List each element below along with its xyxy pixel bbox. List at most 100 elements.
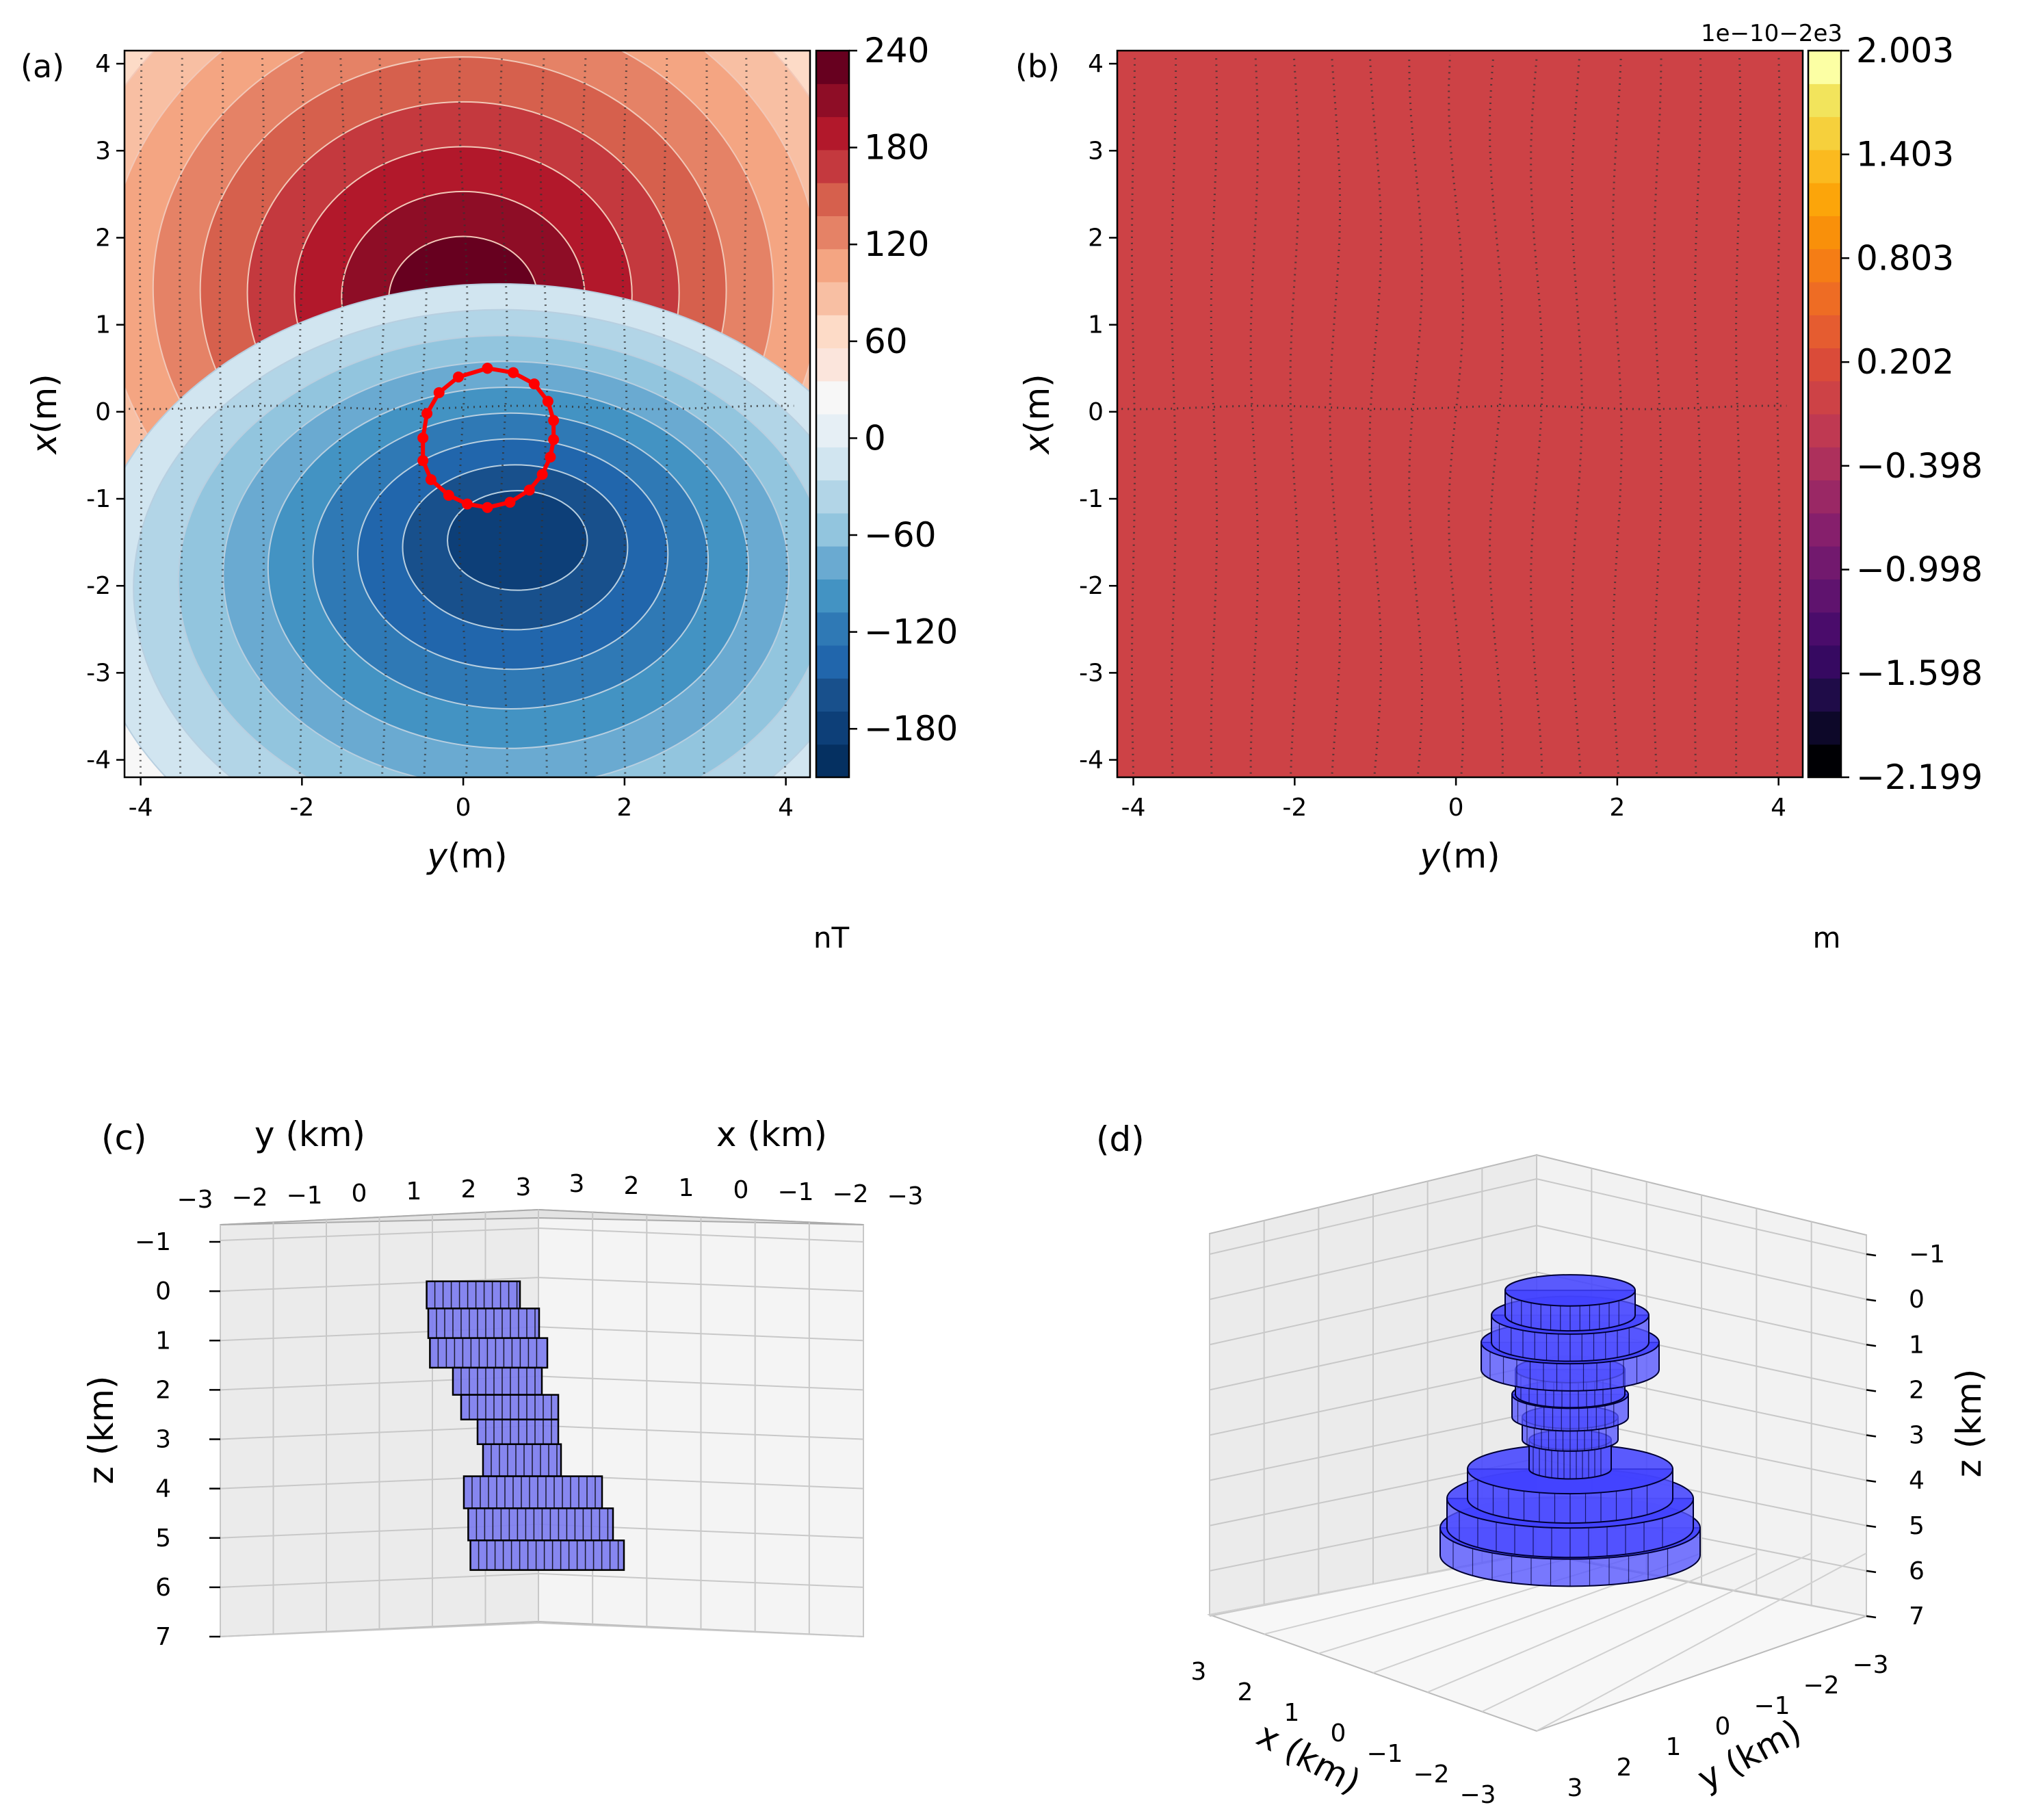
- panel-a-colorbar-band: [816, 612, 849, 646]
- panel-a-colorbar-band: [816, 281, 849, 315]
- panel-a-polygon-vertex: [433, 387, 445, 398]
- panel-c-ztick-label: 5: [155, 1524, 171, 1552]
- panel-b-ytick-label: 1: [1088, 311, 1104, 339]
- panel-a-colorbar-band: [816, 216, 849, 250]
- panel-b-ytick-label: -1: [1079, 485, 1104, 513]
- panel-a-colorbar-band: [816, 512, 849, 547]
- panel-b-grid-line-vertical: [1329, 55, 1342, 777]
- panel-b-colorbar-tick-label: 0.803: [1856, 238, 1954, 278]
- panel-b-grid-line-vertical: [1530, 55, 1543, 777]
- panel-b-colorbar-band: [1808, 711, 1841, 745]
- panel-b-x-ticks: -4 -2 0 2 4: [1121, 777, 1786, 822]
- panel-a-ytick-label: 1: [95, 311, 111, 339]
- panel-b-ytick-label: 3: [1088, 137, 1104, 165]
- panel-c-grid-line-z-left: [220, 1622, 539, 1637]
- panel-a-xlabel: y(m): [426, 836, 507, 876]
- panel-a-ytick-label: -1: [86, 485, 111, 513]
- panel-d-grid-line-floor: [1536, 1552, 1867, 1732]
- panel-a-colorbar-band: [816, 116, 849, 151]
- panel-a-polygon-vertex: [508, 367, 519, 378]
- panel-a-ytick-label: 0: [95, 398, 111, 426]
- panel-a-colorbar-band: [816, 183, 849, 216]
- panel-d-ztick-mark: [1866, 1434, 1877, 1438]
- panel-a-colorbar-band: [816, 380, 849, 415]
- panel-d-prisms: [1439, 1274, 1701, 1587]
- panel-a-ytick-label: -3: [86, 659, 111, 687]
- panel-d-ytick-label: −2: [1803, 1672, 1839, 1700]
- panel-d-ztick-mark: [1866, 1615, 1877, 1619]
- panel-a-label: (a): [21, 48, 64, 85]
- panel-b-plot-area: [1117, 51, 1803, 777]
- panel-c-ztick-label: 6: [155, 1574, 171, 1602]
- panel-b-colorbar-band: [1808, 281, 1841, 315]
- panel-b-colorbar-band: [1808, 51, 1841, 84]
- panel-d-xtick-label: 3: [1191, 1658, 1207, 1686]
- panel-d-ztick-label: 2: [1909, 1376, 1925, 1404]
- panel-a-xtick-label: 4: [778, 794, 794, 822]
- panel-a-frame: [123, 49, 811, 779]
- panel-d-xtick-label: −3: [1459, 1781, 1496, 1809]
- panel-d-ytick-label: −3: [1852, 1651, 1888, 1679]
- panel-c-ztick-label: 1: [155, 1327, 171, 1355]
- panel-a-colorbar-band: [816, 645, 849, 679]
- panel-a-polygon-vertex: [482, 363, 493, 374]
- panel-b-colorbar-band: [1808, 645, 1841, 679]
- panel-b-xtick-label: 4: [1771, 794, 1786, 822]
- panel-c-prism: [482, 1443, 562, 1477]
- panel-b-colorbar-band: [1808, 149, 1841, 183]
- panel-d-ztick-label: 7: [1909, 1602, 1925, 1630]
- panel-b-ytick-label: -2: [1079, 572, 1104, 600]
- panel-d-ztick-label: 0: [1909, 1286, 1925, 1314]
- panel-c-top-right-tick-label: 2: [624, 1172, 640, 1200]
- panel-a-colorbar-tick-label: −60: [864, 515, 937, 555]
- panel-a-contour-field: [125, 51, 810, 777]
- panel-b-colorbar-tick-label: −0.398: [1856, 446, 1983, 486]
- panel-b-ylabel: x(m): [1017, 374, 1057, 455]
- panel-c-prism: [426, 1280, 521, 1310]
- panel-b-colorbar-frame: [1807, 49, 1842, 779]
- panel-c-top-left-tick-label: 1: [406, 1178, 422, 1206]
- panel-b-ylabel-unit: (m): [1017, 374, 1057, 434]
- panel-a-colorbar-band: [816, 744, 849, 778]
- panel-c-ztick-label: 0: [155, 1277, 171, 1305]
- panel-d-ztick-label: 5: [1909, 1512, 1925, 1540]
- panel-a-ytick-label: 3: [95, 137, 111, 165]
- panel-c-ztick-label: 3: [155, 1426, 171, 1454]
- panel-c-prism: [462, 1475, 603, 1509]
- panel-c-prisms: [426, 1280, 625, 1571]
- panel-d-ticks: −1 0 1 2 3 4 5 6 7 3 2 1 0 −1 −2 −3 3 2 1 0 −1 −2 −3: [1191, 1240, 1946, 1809]
- panel-b-ytick-label: -3: [1079, 659, 1104, 687]
- panel-a-polygon-vertex: [453, 371, 465, 382]
- panel-d-ztick-mark: [1866, 1479, 1877, 1483]
- panel-b-colorbar-band: [1808, 116, 1841, 151]
- panel-d-ztick-mark: [1866, 1570, 1877, 1574]
- panel-b-xtick-label: 0: [1448, 794, 1464, 822]
- panel-a-ylabel-unit: (m): [25, 374, 64, 434]
- panel-a-xtick-label: -2: [289, 794, 314, 822]
- panel-b-colorbar-tick-label: 1.403: [1856, 135, 1954, 174]
- panel-d-ztick-mark: [1866, 1253, 1877, 1257]
- panel-a-polygon-vertex: [425, 474, 436, 486]
- panel-a-colorbar-tick-label: −180: [864, 709, 958, 749]
- panel-b-ytick-label: 2: [1088, 224, 1104, 252]
- panel-a-colorbar-band: [816, 711, 849, 745]
- panel-b-xtick-label: -4: [1121, 794, 1146, 822]
- panel-b-colorbar-band: [1808, 447, 1841, 481]
- panel-a-polygon-vertex: [417, 432, 429, 443]
- panel-b-dotted-grid: [1117, 55, 1787, 777]
- panel-a-colorbar-band: [816, 579, 849, 613]
- panel-d-grid-line-floor: [1427, 1552, 1757, 1693]
- panel-c-prism: [427, 1308, 540, 1339]
- panel-a-polygon-vertex: [542, 395, 553, 407]
- panel-c-label: (c): [101, 1118, 147, 1158]
- panel-a-grid-line-horizontal: [125, 404, 794, 411]
- panel-a-colorbar-band: [816, 149, 849, 183]
- panel-d-ztick-mark: [1866, 1344, 1877, 1347]
- panel-b-grid-line-vertical: [1571, 55, 1583, 777]
- panel-a-colorbar-tick-label: −120: [864, 612, 958, 652]
- panel-c-prism: [469, 1539, 625, 1571]
- panel-a-source-polygon: [417, 363, 560, 513]
- panel-d-ytick-label: 2: [1617, 1754, 1632, 1782]
- panel-c-grid-line-z-right: [538, 1622, 864, 1637]
